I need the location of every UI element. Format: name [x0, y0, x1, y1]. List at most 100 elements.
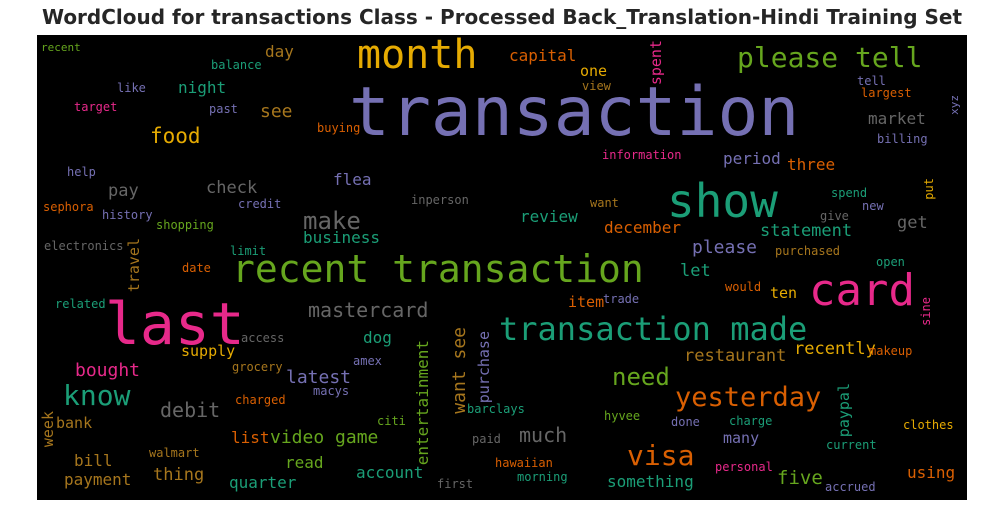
word-quarter: quarter — [229, 473, 297, 492]
word-purchase: purchase — [475, 331, 493, 404]
word-bought: bought — [75, 360, 141, 381]
word-make: make — [303, 207, 361, 235]
word-card: card — [809, 265, 915, 316]
word-grocery: grocery — [232, 360, 283, 374]
word-citi: citi — [377, 414, 406, 428]
word-account: account — [356, 463, 424, 482]
word-makeup: makeup — [869, 344, 913, 358]
word-give: give — [820, 209, 849, 223]
word-list: list — [231, 428, 270, 447]
word-something: something — [607, 472, 694, 491]
word-view: view — [582, 79, 611, 93]
word-accrued: accrued — [825, 480, 876, 494]
word-recent: recent — [41, 41, 81, 54]
word-access: access — [241, 331, 285, 345]
word-latest: latest — [286, 367, 352, 388]
word-paypal: paypal — [835, 383, 853, 438]
word-statement: statement — [760, 221, 853, 241]
word-five: five — [777, 467, 823, 489]
word-put: put — [922, 178, 936, 200]
word-december: december — [604, 218, 682, 237]
word-electronics: electronics — [44, 239, 124, 253]
word-visa: visa — [627, 439, 695, 472]
word-let: let — [680, 261, 711, 281]
word-recent-transaction: recent transaction — [232, 247, 644, 291]
chart-title: WordCloud for transactions Class - Proce… — [41, 5, 963, 29]
word-done: done — [671, 415, 700, 429]
word-spent: spent — [647, 40, 665, 86]
word-history: history — [102, 208, 153, 222]
word-billing: billing — [877, 132, 928, 146]
word-tell: tell — [857, 74, 886, 88]
word-macys: macys — [313, 384, 350, 398]
word-new: new — [862, 199, 884, 213]
word-walmart: walmart — [149, 446, 200, 460]
word-sephora: sephora — [43, 200, 94, 214]
word-please-tell: please tell — [737, 41, 923, 74]
word-spend: spend — [831, 186, 868, 200]
word-one: one — [580, 62, 608, 80]
word-food: food — [150, 124, 201, 148]
word-information: information — [602, 148, 682, 162]
word-xyz: xyz — [948, 95, 961, 115]
word-yesterday: yesterday — [675, 382, 822, 413]
word-thing: thing — [153, 465, 205, 485]
word-item: item — [568, 293, 605, 311]
word-using: using — [907, 463, 956, 482]
word-check: check — [206, 178, 258, 198]
word-amex: amex — [353, 354, 382, 368]
word-travel: travel — [125, 238, 143, 293]
word-recently: recently — [794, 339, 876, 359]
word-three: three — [787, 155, 836, 174]
word-flea: flea — [333, 170, 372, 189]
word-charged: charged — [235, 393, 286, 407]
word-target: target — [74, 100, 118, 114]
word-shopping: shopping — [156, 218, 214, 232]
word-transaction: transaction — [349, 73, 800, 152]
word-current: current — [826, 438, 877, 452]
word-need: need — [612, 363, 670, 391]
word-day: day — [265, 42, 294, 61]
word-want: want — [590, 196, 619, 210]
word-debit: debit — [160, 398, 221, 422]
word-bank: bank — [56, 414, 93, 432]
word-read: read — [285, 453, 324, 472]
word-please: please — [692, 237, 758, 258]
word-get: get — [897, 213, 928, 233]
word-purchased: purchased — [775, 244, 841, 258]
word-limit: limit — [230, 244, 267, 258]
word-trade: trade — [603, 292, 640, 306]
word-transaction-made: transaction made — [499, 310, 808, 348]
word-want-see: want see — [449, 327, 470, 414]
word-market: market — [868, 109, 926, 128]
word-inperson: inperson — [411, 193, 469, 207]
word-sine: sine — [919, 297, 933, 326]
word-charge: charge — [729, 414, 773, 428]
word-largest: largest — [861, 86, 912, 100]
word-bill: bill — [74, 451, 113, 470]
word-buying: buying — [317, 121, 361, 135]
word-mastercard: mastercard — [308, 298, 429, 322]
word-know: know — [63, 379, 131, 412]
word-personal: personal — [715, 460, 773, 474]
word-would: would — [725, 280, 762, 294]
word-period: period — [723, 149, 781, 168]
word-paid: paid — [472, 432, 501, 446]
word-like: like — [117, 81, 146, 95]
word-hawaiian: hawaiian — [495, 456, 553, 470]
word-cloud-canvas: transaction recent transaction last show… — [37, 35, 967, 500]
word-date: date — [182, 261, 211, 275]
word-payment: payment — [64, 470, 132, 489]
word-barclays: barclays — [467, 402, 525, 416]
word-hyvee: hyvee — [604, 409, 641, 423]
word-dog: dog — [363, 328, 392, 347]
word-related: related — [55, 297, 106, 311]
word-morning: morning — [517, 470, 568, 484]
word-ten: ten — [770, 284, 798, 302]
word-restaurant: restaurant — [684, 346, 787, 366]
word-entertainment: entertainment — [413, 340, 432, 466]
word-month: month — [357, 35, 478, 78]
word-video-game: video game — [270, 427, 379, 448]
word-many: many — [723, 429, 760, 447]
word-first: first — [437, 477, 474, 491]
